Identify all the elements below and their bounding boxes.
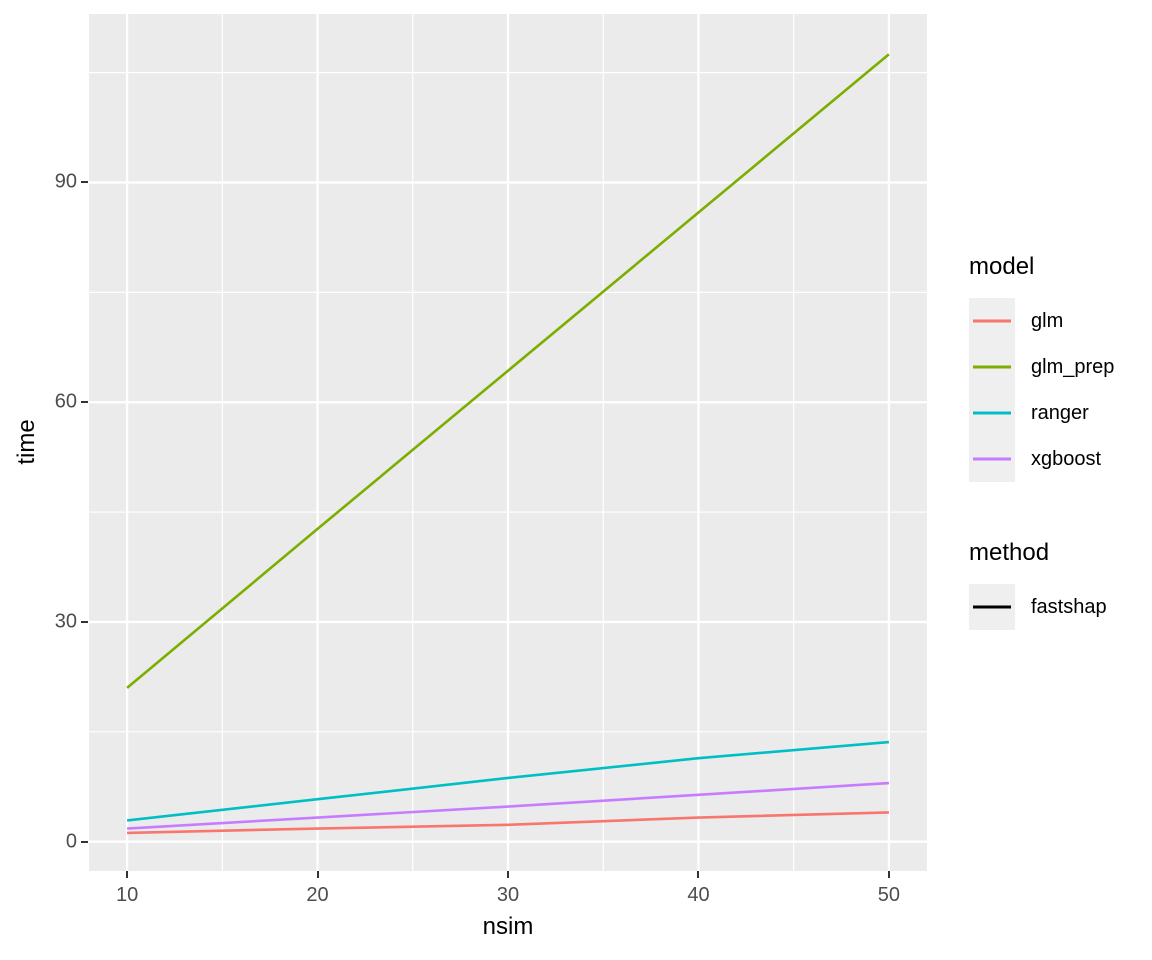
legend-label-xgboost: xgboost [1031,447,1102,470]
series-line-glm [127,811,889,835]
legend-key-line-glm [973,319,1011,323]
x-tick-mark [126,871,129,878]
legend-key [969,436,1015,482]
y-tick-mark [81,840,88,843]
x-tick-label: 50 [877,884,901,906]
chart-canvas [89,14,927,871]
x-tick-label: 20 [306,884,329,906]
legend-method-title: method [969,539,1050,566]
x-tick-label: 30 [496,884,520,906]
x-tick-mark [507,871,509,878]
y-tick-label: 60 [54,390,77,413]
y-tick-label: 90 [54,170,77,193]
x-tick-label: 10 [115,884,139,906]
legend-model: model glm glm_prep ranger xgboost [969,252,1114,482]
legend-key [969,298,1015,344]
x-tick-mark [887,871,890,878]
y-tick-mark [81,181,88,184]
series-line-xgboost [127,781,889,830]
legend-key [969,344,1015,390]
legend-entry-glm-prep: glm_prep [969,344,1114,390]
y-tick-label: 30 [54,610,77,633]
legend-entry-glm: glm [969,298,1114,344]
y-tick-mark [81,620,88,623]
series-line-glm_prep [126,53,890,689]
y-axis-title: time [13,419,40,465]
legend-entry-xgboost: xgboost [969,436,1114,482]
legend-key-line-ranger [973,411,1011,415]
plot-panel [89,14,927,871]
series-line-ranger [126,740,890,822]
legend-entry-ranger: ranger [969,390,1114,436]
x-tick-label: 40 [687,884,710,906]
legend-method: method fastshap [969,538,1107,630]
legend-key-line-xgboost [973,457,1011,461]
legend-key-line-glm-prep [973,365,1011,369]
y-tick-mark [81,401,88,404]
x-axis-title: nsim [482,913,534,940]
legend-label-ranger: ranger [1031,401,1089,424]
legend-key-line-fastshap [973,605,1011,609]
legend-key [969,390,1015,436]
legend-entry-fastshap: fastshap [969,584,1107,630]
legend-label-glm: glm [1031,309,1064,332]
x-tick-mark [697,871,700,878]
legend-label-glm-prep: glm_prep [1031,355,1115,378]
legend-key [969,584,1015,630]
legend-label-fastshap: fastshap [1031,595,1107,618]
legend-model-title: model [969,253,1035,280]
y-tick-label: 0 [65,830,77,853]
x-tick-mark [316,871,319,878]
